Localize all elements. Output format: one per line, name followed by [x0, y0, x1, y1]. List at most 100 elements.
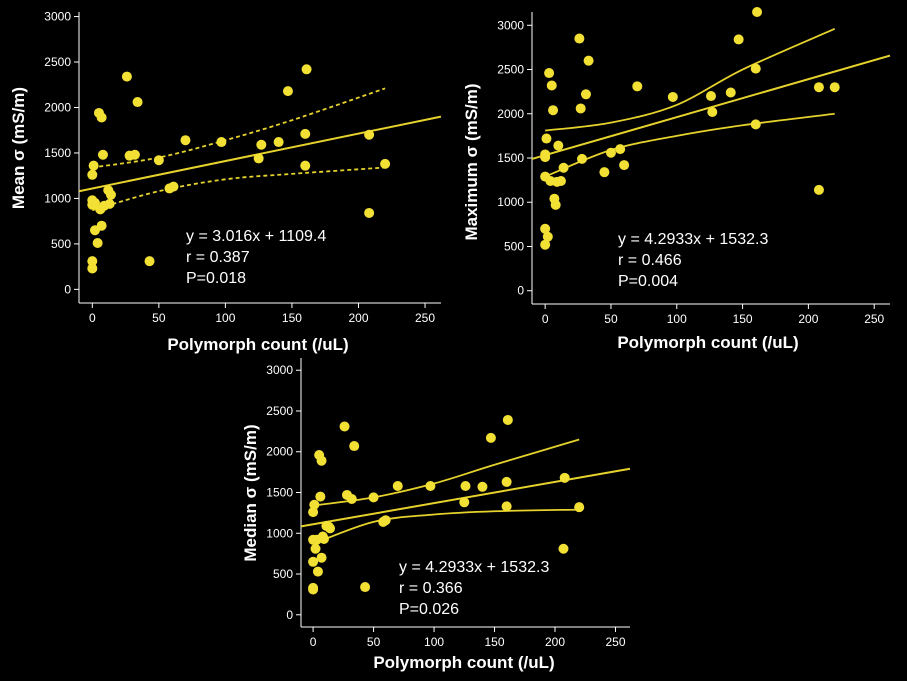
median-data-point	[309, 499, 320, 510]
maximum-data-point	[750, 119, 761, 130]
mean-data-point	[273, 137, 284, 148]
median-data-point	[380, 515, 391, 526]
median-y-tick-label: 1500	[266, 486, 293, 500]
median-data-point	[501, 501, 512, 512]
maximum-data-point	[615, 144, 626, 155]
maximum-data-point	[599, 167, 610, 178]
mean-data-point	[104, 198, 115, 209]
mean-x-tick-label: 250	[415, 311, 435, 325]
maximum-data-point	[540, 239, 551, 250]
mean-y-tick-label: 2000	[44, 100, 71, 114]
median-data-point	[316, 552, 327, 563]
median-data-point	[460, 480, 471, 491]
mean-x-axis-title: Polymorph count (/uL)	[167, 335, 348, 354]
mean-data-point	[301, 64, 312, 75]
maximum-data-point	[574, 33, 585, 44]
maximum-x-tick-label: 150	[733, 312, 753, 326]
median-y-tick-label: 1000	[266, 526, 293, 540]
mean-x-tick-label: 100	[215, 311, 235, 325]
median-data-point	[310, 543, 321, 554]
mean-x-tick-label: 50	[152, 311, 166, 325]
mean-data-point	[129, 149, 140, 160]
median-data-point	[346, 494, 357, 505]
median-data-point	[315, 491, 326, 502]
maximum-data-point	[577, 153, 588, 164]
median-data-point	[392, 480, 403, 491]
maximum-data-point	[548, 105, 559, 116]
mean-y-tick-label: 3000	[44, 10, 71, 24]
median-x-tick-label: 150	[485, 635, 505, 649]
maximum-r-value: r = 0.466	[618, 252, 682, 269]
maximum-data-point	[541, 133, 552, 144]
maximum-x-tick-label: 50	[604, 312, 618, 326]
median-data-point	[339, 421, 350, 432]
mean-y-tick-label: 2500	[44, 55, 71, 69]
median-y-tick-label: 2500	[266, 404, 293, 418]
mean-y-axis-title: Mean σ (mS/m)	[9, 87, 28, 209]
median-x-tick-label: 250	[605, 635, 625, 649]
median-y-tick-label: 2000	[266, 445, 293, 459]
median-data-point	[368, 492, 379, 503]
median-data-point	[308, 556, 319, 567]
maximum-data-point	[546, 80, 557, 91]
maximum-data-point	[750, 63, 761, 74]
mean-data-point	[300, 128, 311, 139]
maximum-data-point	[583, 55, 594, 66]
median-y-tick-label: 500	[273, 567, 293, 581]
mean-data-point	[364, 207, 375, 218]
median-data-point	[485, 432, 496, 443]
maximum-data-point	[575, 103, 586, 114]
mean-data-point	[92, 237, 103, 248]
maximum-ci-upper-line	[545, 27, 836, 132]
median-data-point	[308, 582, 319, 593]
maximum-data-point	[619, 160, 630, 171]
maximum-data-point	[706, 91, 716, 102]
median-equation: y = 4.2933x + 1532.3	[399, 559, 549, 576]
maximum-y-tick-label: 1000	[497, 195, 524, 209]
mean-data-point	[153, 155, 164, 166]
median-x-tick-label: 200	[545, 635, 565, 649]
maximum-chart: Polymorph count (/uL) Maximum σ (mS/m) y…	[462, 7, 891, 352]
maximum-x-tick-label: 250	[864, 312, 884, 326]
maximum-data-point	[544, 68, 555, 79]
median-data-point	[459, 497, 470, 508]
maximum-y-tick-label: 3000	[497, 18, 524, 32]
maximum-data-point	[605, 147, 616, 158]
median-ci-lower-line	[312, 508, 580, 545]
mean-chart: Polymorph count (/uL) Mean σ (mS/m) y = …	[9, 10, 442, 354]
median-data-point	[559, 472, 570, 483]
mean-data-point	[96, 220, 107, 231]
median-data-point	[477, 481, 488, 492]
mean-equation: y = 3.016x + 1109.4	[186, 228, 326, 245]
maximum-data-point	[580, 89, 591, 100]
mean-data-point	[300, 160, 311, 171]
median-data-point	[308, 507, 319, 518]
median-data-point	[574, 502, 585, 513]
mean-y-tick-label: 1000	[44, 191, 71, 205]
median-data-point	[360, 582, 371, 593]
median-x-tick-label: 50	[367, 635, 381, 649]
maximum-x-tick-label: 200	[798, 312, 818, 326]
maximum-x-axis-title: Polymorph count (/uL)	[617, 333, 798, 352]
mean-x-tick-label: 0	[89, 311, 96, 325]
mean-x-tick-label: 200	[348, 311, 368, 325]
median-chart: Polymorph count (/uL) Median σ (mS/m) y …	[241, 358, 631, 672]
maximum-y-tick-label: 0	[517, 284, 524, 298]
maximum-data-point	[733, 34, 744, 45]
mean-x-tick-label: 150	[282, 311, 302, 325]
maximum-y-tick-label: 500	[504, 239, 524, 253]
median-data-point	[502, 414, 513, 425]
maximum-data-point	[725, 87, 736, 98]
mean-y-tick-label: 500	[51, 237, 71, 251]
maximum-data-point	[752, 7, 763, 17]
mean-data-point	[282, 86, 293, 97]
median-y-axis-title: Median σ (mS/m)	[241, 424, 260, 561]
mean-data-point	[97, 149, 108, 160]
mean-ci-lower-line	[92, 166, 386, 212]
mean-data-point	[253, 153, 264, 164]
median-data-point	[312, 566, 323, 577]
maximum-data-point	[558, 162, 569, 173]
maximum-data-point	[555, 176, 566, 187]
maximum-data-point	[829, 82, 840, 93]
